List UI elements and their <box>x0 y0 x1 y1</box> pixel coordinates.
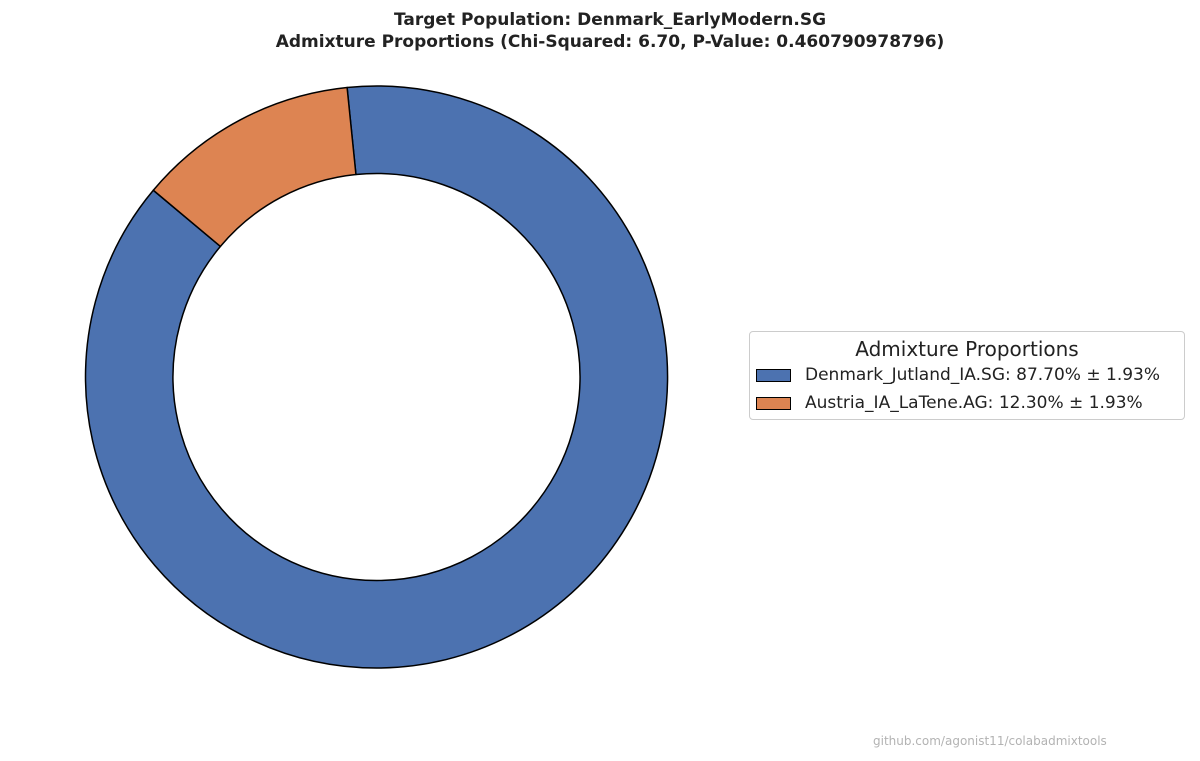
chart-title: Target Population: Denmark_EarlyModern.S… <box>0 9 1200 53</box>
legend: Admixture Proportions Denmark_Jutland_IA… <box>749 331 1185 420</box>
chart-title-line-1: Target Population: Denmark_EarlyModern.S… <box>393 10 827 30</box>
legend-swatch-denmark <box>756 368 791 382</box>
legend-title: Admixture Proportions <box>855 337 1079 361</box>
chart-title-line-2: Admixture Proportions (Chi-Squared: 6.70… <box>275 32 945 52</box>
slice-austria <box>152 86 357 248</box>
legend-item-denmark: Denmark_Jutland_IA.SG: 87.70% ± 1.93% <box>750 361 1184 389</box>
legend-label-austria: Austria_IA_LaTene.AG: 12.30% ± 1.93% <box>805 393 1143 413</box>
legend-item-austria: Austria_IA_LaTene.AG: 12.30% ± 1.93% <box>750 389 1184 417</box>
legend-swatch-austria <box>756 396 791 410</box>
watermark: github.com/agonist11/colabadmixtools <box>873 734 1107 748</box>
legend-label-denmark: Denmark_Jutland_IA.SG: 87.70% ± 1.93% <box>805 365 1161 385</box>
slice-denmark <box>84 85 669 669</box>
